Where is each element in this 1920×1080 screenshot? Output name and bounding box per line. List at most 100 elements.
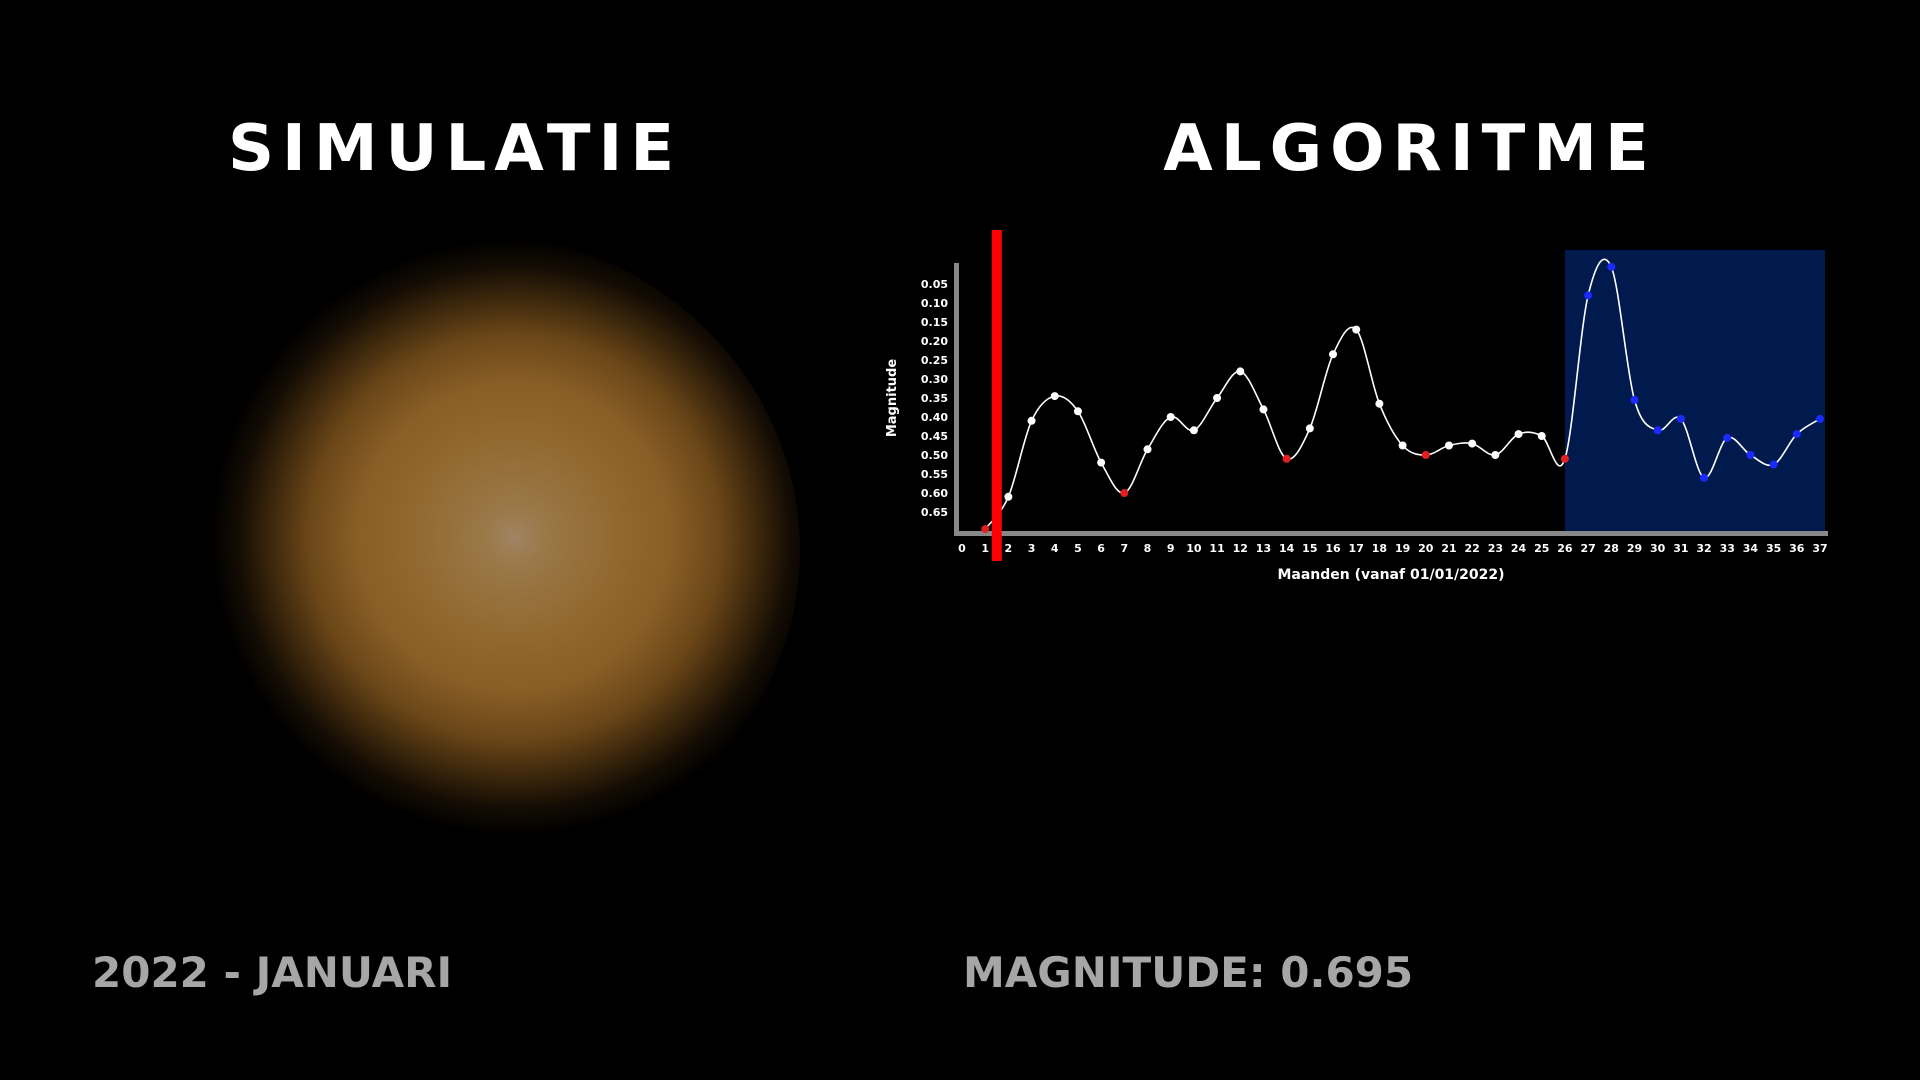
- x-tick-label: 32: [1696, 542, 1711, 555]
- x-tick-label: 7: [1120, 542, 1128, 555]
- x-tick-label: 14: [1279, 542, 1295, 555]
- star-glow: [120, 230, 800, 870]
- y-tick-label: 0.10: [921, 297, 948, 310]
- x-tick-label: 19: [1395, 542, 1410, 555]
- x-tick-label: 27: [1580, 542, 1595, 555]
- data-point: [1514, 430, 1523, 439]
- x-tick-label: 12: [1233, 542, 1248, 555]
- x-tick-label: 6: [1097, 542, 1105, 555]
- x-tick-label: 11: [1209, 542, 1224, 555]
- data-point: [1259, 405, 1268, 414]
- y-tick-label: 0.60: [921, 487, 948, 500]
- x-tick-label: 1: [981, 542, 989, 555]
- data-point: [1329, 350, 1338, 359]
- y-tick-label: 0.20: [921, 335, 948, 348]
- x-tick-label: 17: [1349, 542, 1364, 555]
- star-simulation: [120, 230, 800, 870]
- x-tick-label: 18: [1372, 542, 1387, 555]
- x-tick-label: 25: [1534, 542, 1549, 555]
- x-tick-label: 30: [1650, 542, 1666, 555]
- minimum-point: [981, 525, 990, 534]
- data-point: [1236, 367, 1245, 376]
- data-point: [1213, 394, 1222, 402]
- y-tick-label: 0.55: [921, 468, 948, 481]
- minimum-point: [1421, 451, 1430, 459]
- x-tick-label: 5: [1074, 542, 1082, 555]
- x-tick-label: 4: [1051, 542, 1059, 555]
- data-point: [1305, 424, 1314, 433]
- data-point: [1352, 325, 1361, 334]
- x-tick-label: 23: [1488, 542, 1503, 555]
- x-tick-label: 21: [1441, 542, 1456, 555]
- minimum-point: [1120, 489, 1129, 497]
- x-tick-label: 9: [1167, 542, 1175, 555]
- y-tick-label: 0.65: [921, 506, 948, 519]
- y-tick-label: 0.15: [921, 316, 948, 329]
- data-point: [1097, 458, 1106, 467]
- forecast-point: [1676, 414, 1685, 423]
- simulation-title: SIMULATIE: [227, 112, 683, 186]
- forecast-point: [1630, 395, 1639, 404]
- minimum-point: [1282, 454, 1291, 463]
- x-tick-label: 37: [1812, 542, 1827, 555]
- forecast-point: [1700, 473, 1709, 482]
- data-point: [1468, 439, 1477, 448]
- x-tick-label: 33: [1720, 542, 1735, 555]
- x-tick-label: 31: [1673, 542, 1688, 555]
- x-tick-label: 2: [1005, 542, 1013, 555]
- data-point: [1004, 492, 1013, 501]
- forecast-point: [1653, 426, 1662, 435]
- y-tick-label: 0.40: [921, 411, 948, 424]
- data-point: [1166, 413, 1175, 421]
- x-tick-label: 0: [958, 542, 966, 555]
- x-axis-line: [954, 531, 1828, 536]
- minimum-point: [1560, 454, 1569, 463]
- y-tick-label: 0.25: [921, 354, 948, 367]
- x-tick-label: 34: [1743, 542, 1759, 555]
- forecast-point: [1584, 291, 1593, 300]
- data-point: [1143, 445, 1152, 454]
- forecast-point: [1769, 460, 1778, 469]
- x-tick-label: 16: [1325, 542, 1341, 555]
- forecast-point: [1607, 262, 1616, 271]
- data-point: [1444, 441, 1453, 450]
- data-point: [1398, 441, 1407, 450]
- data-point: [1375, 399, 1384, 408]
- y-tick-label: 0.30: [921, 373, 948, 386]
- data-point: [1491, 451, 1500, 459]
- data-point: [1189, 426, 1198, 435]
- y-tick-label: 0.05: [921, 278, 948, 291]
- magnitude-chart: 0.05 0.10 0.15 0.20 0.25 0.30 0.35 0.40 0.45 0.50…: [885, 230, 1828, 583]
- y-tick-label: 0.35: [921, 392, 948, 405]
- current-month-marker: [991, 230, 1002, 561]
- x-tick-label: 13: [1256, 542, 1271, 555]
- date-label: 2022 - JANUARI: [92, 948, 453, 997]
- algorithm-title: ALGORITME: [1163, 112, 1657, 186]
- x-axis-label: Maanden (vanaf 01/01/2022): [1277, 567, 1504, 583]
- data-point: [1027, 416, 1036, 425]
- forecast-point: [1746, 451, 1755, 459]
- forecast-point: [1816, 414, 1824, 423]
- x-tick-label: 29: [1627, 542, 1642, 555]
- data-point: [1050, 392, 1059, 401]
- x-tick-label: 26: [1557, 542, 1573, 555]
- x-tick-label: 15: [1302, 542, 1317, 555]
- x-tick-label: 3: [1028, 542, 1036, 555]
- x-tick-label: 10: [1186, 542, 1202, 555]
- y-axis-label: Magnitude: [885, 359, 900, 438]
- forecast-point: [1723, 433, 1732, 442]
- data-point: [1537, 432, 1546, 440]
- x-tick-label: 8: [1144, 542, 1152, 555]
- x-tick-label: 22: [1465, 542, 1480, 555]
- x-tick-label: 35: [1766, 542, 1781, 555]
- x-tick-label: 28: [1604, 542, 1619, 555]
- magnitude-readout: MAGNITUDE: 0.695: [963, 948, 1414, 997]
- y-tick-label: 0.50: [921, 449, 948, 462]
- forecast-region: [1564, 250, 1825, 531]
- x-tick-label: 20: [1418, 542, 1434, 555]
- y-axis-line: [954, 263, 959, 531]
- data-point: [1073, 407, 1082, 416]
- x-tick-label: 36: [1789, 542, 1805, 555]
- x-tick-label: 24: [1511, 542, 1527, 555]
- y-tick-label: 0.45: [921, 430, 948, 443]
